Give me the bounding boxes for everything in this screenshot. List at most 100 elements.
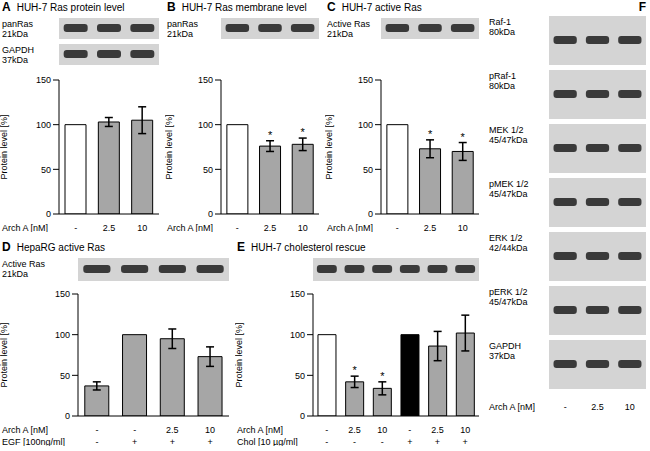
svg-text:pERK 1/2: pERK 1/2 <box>489 287 528 297</box>
svg-text:+: + <box>170 437 175 446</box>
svg-text:100: 100 <box>358 120 373 130</box>
svg-text:2.5: 2.5 <box>424 223 437 232</box>
svg-text:21kDa: 21kDa <box>167 29 193 39</box>
svg-text:-: - <box>236 223 239 232</box>
svg-text:100: 100 <box>198 120 213 130</box>
svg-text:50: 50 <box>60 371 70 381</box>
svg-text:80kDa: 80kDa <box>489 27 515 37</box>
svg-text:45/47kDa: 45/47kDa <box>489 297 528 307</box>
svg-text:150: 150 <box>55 289 70 299</box>
svg-text:10: 10 <box>205 425 215 435</box>
svg-text:50: 50 <box>203 165 213 175</box>
svg-text:GAPDH: GAPDH <box>489 341 521 351</box>
svg-text:-: - <box>325 425 328 435</box>
svg-text:45/47kDa: 45/47kDa <box>489 189 528 199</box>
svg-text:EGF [100ng/ml]: EGF [100ng/ml] <box>8 437 65 446</box>
svg-text:42/44kDa: 42/44kDa <box>489 243 528 253</box>
svg-text:10: 10 <box>377 425 387 435</box>
svg-text:37kDa: 37kDa <box>489 351 515 361</box>
svg-text:21kDa: 21kDa <box>8 29 28 39</box>
svg-text:panRas: panRas <box>167 19 199 29</box>
svg-text:2.5: 2.5 <box>591 402 604 412</box>
svg-text:*: * <box>428 128 433 140</box>
svg-text:Protein level [%]: Protein level [%] <box>8 322 9 387</box>
svg-text:Arch A [nM]: Arch A [nM] <box>8 425 48 435</box>
svg-text:panRas: panRas <box>8 19 34 29</box>
svg-text:-: - <box>564 402 567 412</box>
svg-text:*: * <box>268 129 273 141</box>
svg-text:-: - <box>74 223 77 232</box>
svg-text:Protein level [%]: Protein level [%] <box>325 114 334 179</box>
svg-text:2.5: 2.5 <box>166 425 179 435</box>
html-text:HUH-7 active Ras: HUH-7 active Ras <box>341 2 422 13</box>
svg-text:+: + <box>132 437 137 446</box>
svg-text:21kDa: 21kDa <box>327 29 353 39</box>
html-text:HUH-7 Ras membrane level: HUH-7 Ras membrane level <box>181 2 307 13</box>
svg-text:10: 10 <box>298 223 308 232</box>
svg-text:*: * <box>301 126 306 138</box>
svg-text:0: 0 <box>46 209 51 219</box>
svg-text:37kDa: 37kDa <box>8 55 28 65</box>
svg-text:-: - <box>133 425 136 435</box>
svg-text:Raf-1: Raf-1 <box>489 17 511 27</box>
svg-text:*: * <box>380 370 385 382</box>
html-text:HUH-7 Ras protein level: HUH-7 Ras protein level <box>16 2 125 13</box>
svg-text:2.5: 2.5 <box>348 425 361 435</box>
svg-text:+: + <box>407 437 412 446</box>
svg-text:pRaf-1: pRaf-1 <box>489 71 516 81</box>
svg-text:2.5: 2.5 <box>264 223 277 232</box>
svg-text:MEK 1/2: MEK 1/2 <box>489 125 524 135</box>
html-text:HepaRG active Ras: HepaRG active Ras <box>16 242 105 253</box>
svg-text:Active Ras: Active Ras <box>8 259 46 269</box>
svg-text:+: + <box>463 437 468 446</box>
svg-text:150: 150 <box>358 75 373 85</box>
svg-text:50: 50 <box>363 165 373 175</box>
svg-text:*: * <box>353 364 358 376</box>
svg-text:Protein level [%]: Protein level [%] <box>235 322 244 387</box>
svg-text:-: - <box>381 437 384 446</box>
svg-text:50: 50 <box>41 165 51 175</box>
svg-text:10: 10 <box>137 223 147 232</box>
svg-text:+: + <box>207 437 212 446</box>
svg-text:-: - <box>408 425 411 435</box>
svg-text:-: - <box>353 437 356 446</box>
svg-text:2.5: 2.5 <box>103 223 116 232</box>
svg-text:-: - <box>95 425 98 435</box>
svg-text:150: 150 <box>198 75 213 85</box>
svg-text:21kDa: 21kDa <box>8 269 28 279</box>
svg-text:Arch A [nM]: Arch A [nM] <box>167 223 213 232</box>
svg-text:10: 10 <box>460 425 470 435</box>
svg-text:10: 10 <box>625 402 635 412</box>
svg-text:-: - <box>95 437 98 446</box>
svg-text:Protein level [%]: Protein level [%] <box>8 114 9 179</box>
svg-text:150: 150 <box>290 289 305 299</box>
svg-text:100: 100 <box>55 330 70 340</box>
svg-text:150: 150 <box>36 75 51 85</box>
svg-text:-: - <box>325 437 328 446</box>
svg-text:Protein level [%]: Protein level [%] <box>165 114 174 179</box>
svg-text:50: 50 <box>295 371 305 381</box>
svg-text:Chol [10 µg/ml]: Chol [10 µg/ml] <box>237 437 298 446</box>
svg-text:pMEK 1/2: pMEK 1/2 <box>489 179 529 189</box>
svg-text:100: 100 <box>290 330 305 340</box>
svg-text:Arch A [nM]: Arch A [nM] <box>327 223 373 232</box>
svg-text:Active Ras: Active Ras <box>327 19 371 29</box>
svg-text:80kDa: 80kDa <box>489 81 515 91</box>
svg-text:10: 10 <box>458 223 468 232</box>
svg-text:0: 0 <box>208 209 213 219</box>
svg-text:2.5: 2.5 <box>431 425 444 435</box>
html-text:HUH-7 cholesterol rescue: HUH-7 cholesterol rescue <box>251 242 366 253</box>
svg-text:Arch A [nM]: Arch A [nM] <box>489 402 535 412</box>
svg-text:45/47kDa: 45/47kDa <box>489 135 528 145</box>
svg-text:+: + <box>435 437 440 446</box>
svg-text:0: 0 <box>368 209 373 219</box>
svg-text:ERK 1/2: ERK 1/2 <box>489 233 523 243</box>
svg-text:-: - <box>396 223 399 232</box>
svg-text:GAPDH: GAPDH <box>8 45 34 55</box>
svg-text:100: 100 <box>36 120 51 130</box>
svg-text:0: 0 <box>300 411 305 421</box>
svg-text:0: 0 <box>65 411 70 421</box>
svg-text:Arch A [nM]: Arch A [nM] <box>237 425 283 435</box>
svg-text:*: * <box>461 131 466 143</box>
svg-text:Arch A [nM]: Arch A [nM] <box>8 223 48 232</box>
